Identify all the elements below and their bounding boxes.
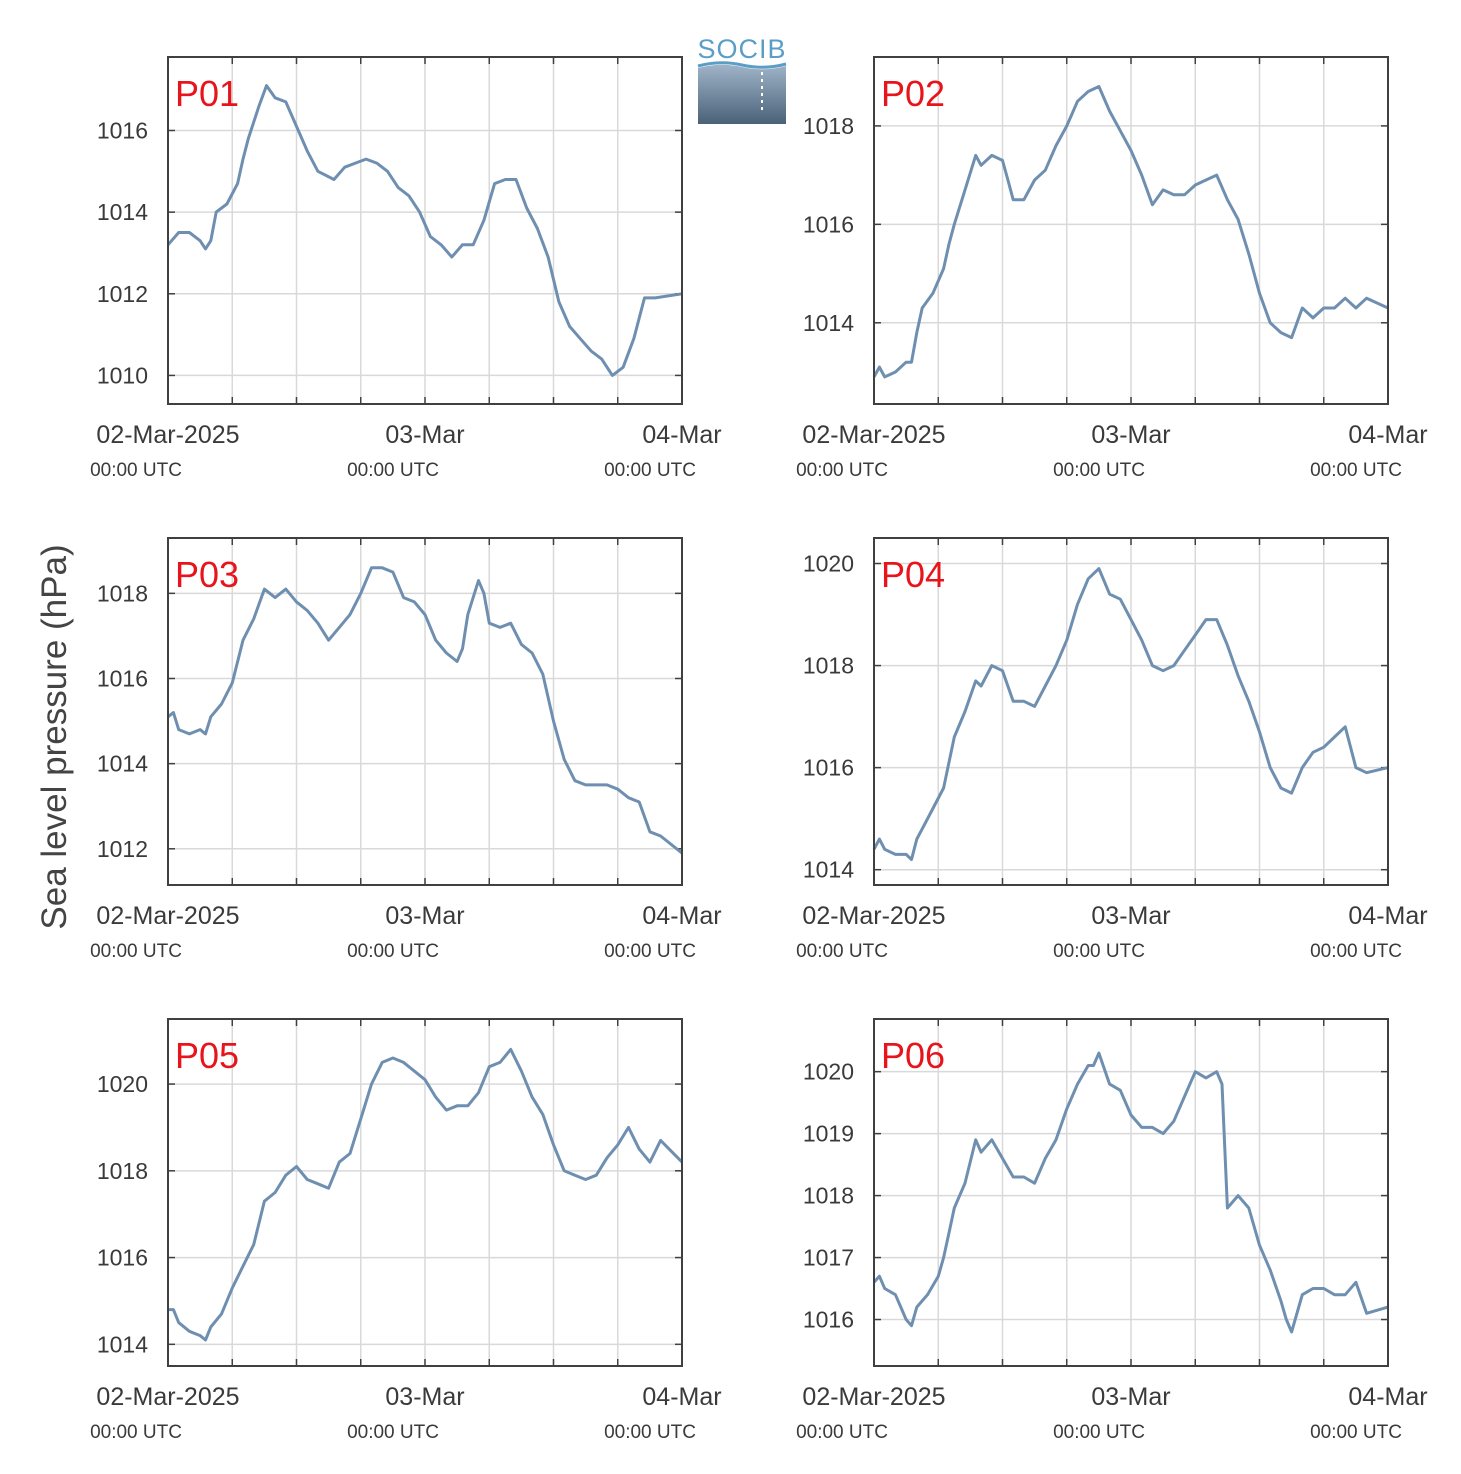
pressure-line <box>168 1047 684 1342</box>
y-tick-label: 1018 <box>803 1183 854 1209</box>
panel-title: P01 <box>175 73 239 114</box>
y-tick-label: 1014 <box>97 751 148 777</box>
y-tick-label: 1018 <box>97 1158 148 1184</box>
x-tick-time-label: 00:00 UTC <box>1310 460 1402 481</box>
y-tick-label: 1018 <box>803 653 854 679</box>
x-tick-time-label: 00:00 UTC <box>604 1422 696 1443</box>
panel-title: P02 <box>881 73 945 114</box>
y-tick-label: 1018 <box>97 580 148 606</box>
pressure-line <box>872 1051 1389 1334</box>
panels: 1010 1012 1014 1016 02-Mar-2025 00:00 UTC 03-M… <box>90 56 1428 1443</box>
y-tick-label: 1016 <box>97 666 148 692</box>
x-tick-date-label: 03-Mar <box>1091 421 1170 449</box>
x-tick-time-label: 00:00 UTC <box>796 460 888 481</box>
plot-frame <box>873 1018 1389 1367</box>
plot-frame <box>873 56 1389 405</box>
x-tick-time-label: 00:00 UTC <box>796 1422 888 1443</box>
x-tick-time-label: 00:00 UTC <box>347 460 439 481</box>
x-tick-date-label: 02-Mar-2025 <box>802 421 945 449</box>
x-tick-time-label: 00:00 UTC <box>347 1422 439 1443</box>
y-tick-label: 1019 <box>803 1121 854 1147</box>
x-tick-date-label: 04-Mar <box>1348 1383 1427 1411</box>
y-tick-label: 1016 <box>97 117 148 143</box>
pressure-line <box>872 85 1389 379</box>
y-tick-label: 1020 <box>97 1071 148 1097</box>
y-tick-label: 1010 <box>97 362 148 388</box>
y-tick-label: 1016 <box>97 1245 148 1271</box>
x-tick-time-label: 00:00 UTC <box>90 1422 182 1443</box>
logo-text: SOCIB <box>697 34 786 64</box>
y-tick-label: 1020 <box>803 1059 854 1085</box>
panel-title: P03 <box>175 554 239 595</box>
socib-logo: SOCIB <box>697 34 787 124</box>
panel-p06: 1016 1017 1018 1019 1020 02-Mar-2025 00:00 UTC… <box>796 1018 1428 1443</box>
x-tick-date-label: 03-Mar <box>1091 1383 1170 1411</box>
panel-p03: 1012 1014 1016 1018 02-Mar-2025 00:00 UTC 03-M… <box>90 537 722 962</box>
y-tick-label: 1016 <box>803 211 854 237</box>
y-tick-label: 1014 <box>97 1331 148 1357</box>
x-tick-time-label: 00:00 UTC <box>347 941 439 962</box>
x-tick-time-label: 00:00 UTC <box>604 941 696 962</box>
panel-p02: 1014 1016 1018 02-Mar-2025 00:00 UTC 03-Mar 00… <box>796 56 1428 481</box>
plot-frame <box>167 56 683 405</box>
x-tick-date-label: 03-Mar <box>1091 902 1170 930</box>
x-tick-date-label: 02-Mar-2025 <box>802 902 945 930</box>
y-tick-label: 1018 <box>803 113 854 139</box>
y-tick-label: 1020 <box>803 551 854 577</box>
y-tick-label: 1012 <box>97 281 148 307</box>
x-tick-date-label: 04-Mar <box>1348 902 1427 930</box>
x-tick-time-label: 00:00 UTC <box>604 460 696 481</box>
pressure-line <box>167 566 683 855</box>
plot-frame <box>167 1018 683 1367</box>
x-tick-date-label: 03-Mar <box>385 1383 464 1411</box>
y-tick-label: 1014 <box>803 857 854 883</box>
x-tick-time-label: 00:00 UTC <box>90 460 182 481</box>
x-tick-date-label: 04-Mar <box>642 421 721 449</box>
y-tick-label: 1016 <box>803 755 854 781</box>
panel-title: P05 <box>175 1035 239 1076</box>
y-axis-label: Sea level pressure (hPa) <box>35 544 74 929</box>
panel-p04: 1014 1016 1018 1020 02-Mar-2025 00:00 UTC 03-M… <box>796 537 1428 962</box>
x-tick-date-label: 02-Mar-2025 <box>96 421 239 449</box>
plot-frame <box>873 537 1389 886</box>
panel-p05: 1014 1016 1018 1020 02-Mar-2025 00:00 UTC 03-M… <box>90 1018 722 1443</box>
x-tick-date-label: 04-Mar <box>642 902 721 930</box>
y-tick-label: 1014 <box>803 310 854 336</box>
x-tick-time-label: 00:00 UTC <box>1310 941 1402 962</box>
pressure-line <box>166 84 683 377</box>
x-tick-time-label: 00:00 UTC <box>1310 1422 1402 1443</box>
x-tick-time-label: 00:00 UTC <box>1053 1422 1145 1443</box>
x-tick-date-label: 02-Mar-2025 <box>802 1383 945 1411</box>
y-tick-label: 1017 <box>803 1245 854 1271</box>
panel-p01: 1010 1012 1014 1016 02-Mar-2025 00:00 UTC 03-M… <box>90 56 722 481</box>
x-tick-date-label: 04-Mar <box>642 1383 721 1411</box>
plot-frame <box>167 537 683 886</box>
x-tick-date-label: 02-Mar-2025 <box>96 1383 239 1411</box>
x-tick-time-label: 00:00 UTC <box>1053 460 1145 481</box>
x-tick-time-label: 00:00 UTC <box>1053 941 1145 962</box>
y-tick-label: 1016 <box>803 1307 854 1333</box>
y-tick-label: 1014 <box>97 199 148 225</box>
panel-title: P04 <box>881 554 945 595</box>
x-tick-time-label: 00:00 UTC <box>796 941 888 962</box>
x-tick-time-label: 00:00 UTC <box>90 941 182 962</box>
x-tick-date-label: 02-Mar-2025 <box>96 902 239 930</box>
x-tick-date-label: 03-Mar <box>385 421 464 449</box>
pressure-line <box>872 567 1389 861</box>
x-tick-date-label: 03-Mar <box>385 902 464 930</box>
y-tick-label: 1012 <box>97 836 148 862</box>
panel-title: P06 <box>881 1035 945 1076</box>
x-tick-date-label: 04-Mar <box>1348 421 1427 449</box>
